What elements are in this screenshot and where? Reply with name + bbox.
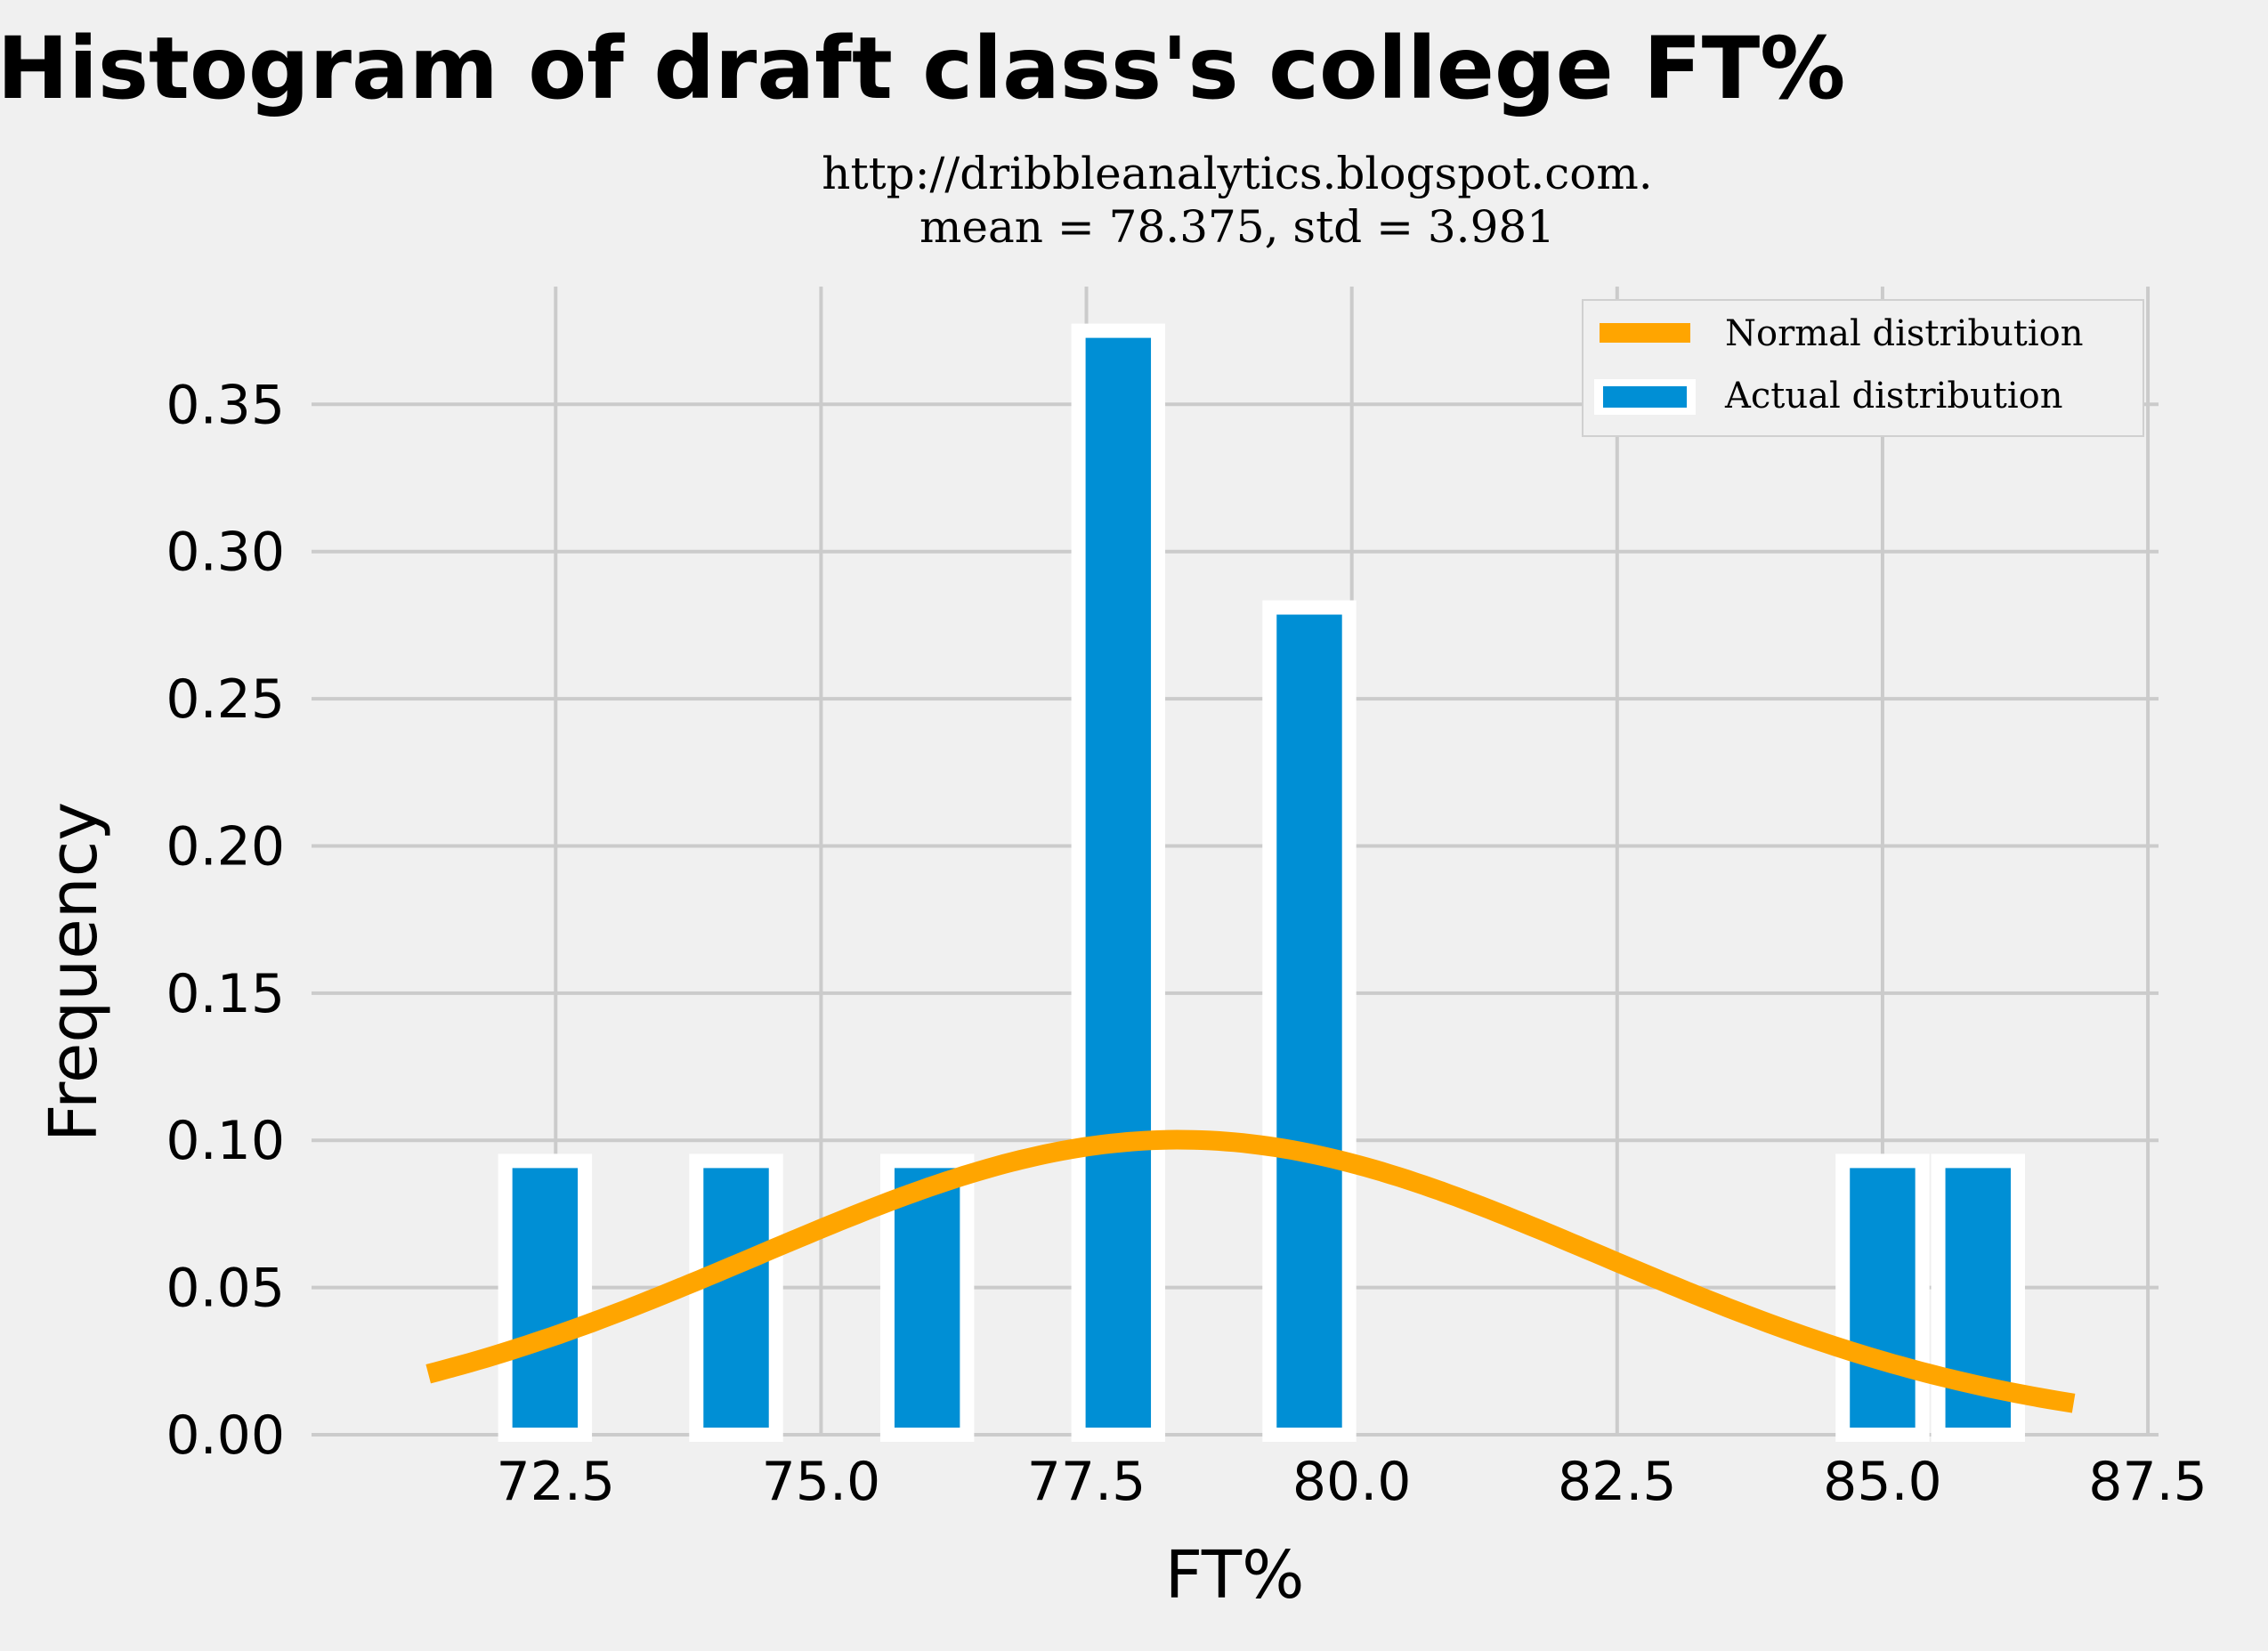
y-axis-label: Frequency xyxy=(36,802,112,1142)
y-tick-labels: 0.00 0.05 0.10 0.15 0.20 0.25 0.30 0.35 xyxy=(166,374,285,1467)
chart-subtitle-line-1: http://dribbleanalytics.blogspot.com. xyxy=(822,148,1652,199)
histogram-bar xyxy=(1262,600,1357,1442)
normal-distribution-line xyxy=(425,1129,2076,1413)
x-tick-label: 75.0 xyxy=(762,1451,881,1513)
x-tick-label: 80.0 xyxy=(1292,1451,1412,1513)
legend-swatch-normal xyxy=(1600,323,1690,343)
y-tick-label: 0.30 xyxy=(166,522,285,584)
legend-label-normal: Normal distribution xyxy=(1725,313,2083,354)
x-tick-labels: 72.5 75.0 77.5 80.0 82.5 85.0 87.5 xyxy=(496,1451,2207,1513)
normal-curve xyxy=(425,1129,2076,1413)
histogram-bar xyxy=(689,1153,783,1443)
y-tick-label: 0.25 xyxy=(166,668,285,731)
x-tick-label: 82.5 xyxy=(1558,1451,1677,1513)
y-tick-label: 0.35 xyxy=(166,374,285,436)
x-tick-label: 87.5 xyxy=(2088,1451,2207,1513)
legend: Normal distribution Actual distribution xyxy=(1582,299,2144,437)
legend-label-actual: Actual distribution xyxy=(1724,376,2062,417)
chart-title: Histogram of draft class's college FT% xyxy=(0,19,1845,118)
x-tick-label: 72.5 xyxy=(496,1451,615,1513)
chart-subtitle-line-2: mean = 78.375, std = 3.981 xyxy=(919,201,1555,253)
x-tick-label: 77.5 xyxy=(1027,1451,1146,1513)
y-tick-label: 0.15 xyxy=(166,963,285,1025)
y-tick-label: 0.10 xyxy=(166,1110,285,1172)
x-axis-label: FT% xyxy=(1165,1537,1305,1614)
y-tick-label: 0.20 xyxy=(166,815,285,878)
y-tick-label: 0.05 xyxy=(166,1258,285,1320)
y-tick-label: 0.00 xyxy=(166,1404,285,1467)
legend-swatch-actual xyxy=(1603,386,1687,408)
histogram-bar xyxy=(1835,1153,1930,1443)
histogram-bar xyxy=(1071,323,1166,1443)
x-tick-label: 85.0 xyxy=(1823,1451,1942,1513)
histogram-bar xyxy=(498,1153,593,1443)
